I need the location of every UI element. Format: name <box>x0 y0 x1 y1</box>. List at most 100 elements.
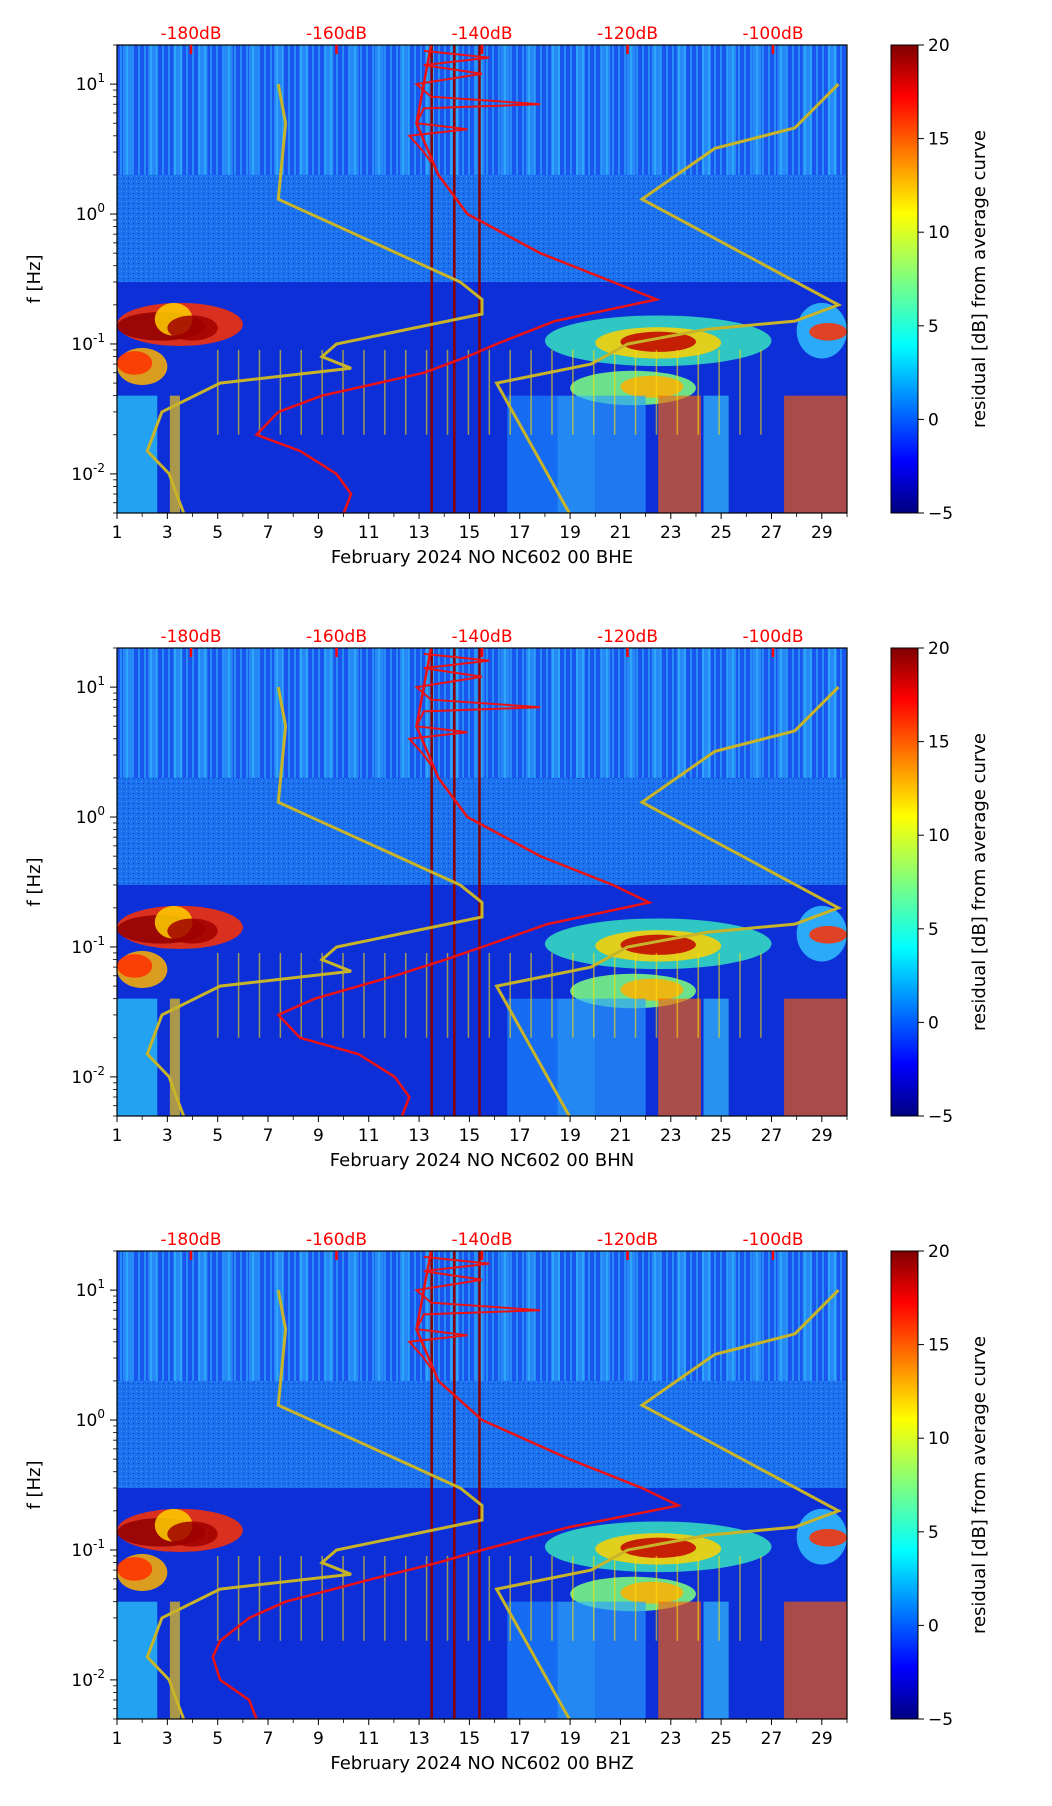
x-tick-label: 29 <box>811 523 833 543</box>
colorbar-tick-label: −5 <box>928 1710 953 1730</box>
hf-daily-column <box>676 45 686 175</box>
hf-stripes <box>117 45 847 175</box>
y-tick-base: 10 <box>71 465 93 485</box>
x-tick-label: 13 <box>408 523 430 543</box>
hf-daily-column <box>500 45 510 175</box>
heatmap-area <box>117 1251 847 1719</box>
hf-daily-column <box>299 1251 309 1381</box>
lowfreq-column <box>703 395 729 513</box>
hf-daily-column <box>173 648 183 778</box>
hf-daily-column <box>752 45 762 175</box>
hf-daily-column <box>626 648 636 778</box>
hf-daily-column <box>651 1251 661 1381</box>
x-tick-label: 27 <box>761 1729 783 1749</box>
hf-daily-column <box>525 648 535 778</box>
hf-daily-column <box>727 648 737 778</box>
hf-daily-column <box>701 648 711 778</box>
panel-bhz: 1 3 5 7 9 11 13 15 17 19 21 23 25 27 2910110010-110-2f… <box>24 1230 990 1774</box>
y-tick-base: 10 <box>76 1281 98 1301</box>
y-tick-label: 10-2 <box>71 461 105 485</box>
x-tick-label: 23 <box>660 1126 682 1146</box>
colorbar-tick-label: 0 <box>928 410 939 430</box>
hf-daily-column <box>727 1251 737 1381</box>
colorbar-tick-label: 20 <box>928 1242 950 1262</box>
lowfreq-column <box>557 998 596 1116</box>
colorbar-tick-label: 20 <box>928 36 950 56</box>
y-tick-label: 10-2 <box>71 1064 105 1088</box>
x-tick-label: 15 <box>459 1729 481 1749</box>
x-tick-label: 29 <box>811 1126 833 1146</box>
x-tick-label: 7 <box>263 1729 274 1749</box>
hf-daily-column <box>727 45 737 175</box>
nhnm-curve <box>494 686 843 1116</box>
hf-daily-column <box>752 1251 762 1381</box>
lowfreq-column <box>703 998 729 1116</box>
hf-daily-column <box>173 1251 183 1381</box>
x-tick-label: 15 <box>459 523 481 543</box>
x-tick-label: 27 <box>761 1126 783 1146</box>
hf-daily-column <box>601 1251 611 1381</box>
mean-psd-hf-spikes <box>407 49 541 163</box>
y-tick-exponent: 0 <box>97 804 105 818</box>
hf-daily-column <box>148 45 158 175</box>
x-tick-label: 19 <box>559 1729 581 1749</box>
microseism-blob <box>117 351 153 375</box>
lowfreq-column <box>784 1601 847 1719</box>
nhnm-curve <box>494 1289 843 1719</box>
colorbar-tick-label: 0 <box>928 1013 939 1033</box>
y-tick-exponent: -2 <box>93 1667 105 1681</box>
colorbar-tick-label: 15 <box>928 130 950 150</box>
x-tick-label: 5 <box>212 1729 223 1749</box>
top-db-label: -180dB <box>160 627 221 647</box>
y-tick-base: 10 <box>71 1068 93 1088</box>
top-db-label: -100dB <box>742 627 803 647</box>
panel-bhe: 1 3 5 7 9 11 13 15 17 19 21 23 25 27 2910110010-110-2f… <box>24 24 990 568</box>
hf-daily-column <box>123 45 132 175</box>
microseism-blob <box>167 1521 218 1547</box>
x-tick-label: 11 <box>358 523 380 543</box>
colorbar-tick-label: 5 <box>928 920 939 940</box>
microseism-blob <box>167 315 218 341</box>
hf-daily-column <box>374 45 384 175</box>
y-tick-label: 100 <box>76 201 105 225</box>
microseism-blob <box>809 322 847 341</box>
y-axis-label: f [Hz] <box>24 254 45 303</box>
colorbar-tick-label: 5 <box>928 1523 939 1543</box>
microseism-blob <box>809 1528 847 1547</box>
hf-daily-column <box>601 648 611 778</box>
lowfreq-column <box>169 1601 180 1719</box>
y-tick-base: 10 <box>71 1541 93 1561</box>
lowfreq-column <box>595 998 646 1116</box>
hf-daily-column <box>777 648 787 778</box>
y-tick-base: 10 <box>76 75 98 95</box>
hf-stripes <box>117 648 847 778</box>
colorbar-tick-label: 10 <box>928 826 950 846</box>
y-tick-exponent: 1 <box>97 71 105 85</box>
x-tick-label: 27 <box>761 523 783 543</box>
microseism-blob <box>117 1557 153 1581</box>
y-tick-exponent: -2 <box>93 461 105 475</box>
hf-daily-column <box>148 648 158 778</box>
y-tick-label: 10-1 <box>71 1537 105 1561</box>
hf-daily-column <box>299 45 309 175</box>
x-tick-label: 25 <box>710 1729 732 1749</box>
microseism-blob <box>620 1581 684 1604</box>
colorbar-tick-label: 0 <box>928 1616 939 1636</box>
hf-daily-column <box>827 1251 837 1381</box>
hf-daily-column <box>651 648 661 778</box>
top-db-label: -120dB <box>597 1230 658 1250</box>
nlnm-curve <box>145 83 484 513</box>
hf-daily-column <box>399 1251 409 1381</box>
mid-noise <box>117 777 847 885</box>
lowfreq-column <box>784 998 847 1116</box>
hf-daily-column <box>349 648 359 778</box>
y-tick-label: 10-2 <box>71 1667 105 1691</box>
hf-daily-column <box>274 45 284 175</box>
hf-daily-column <box>399 648 409 778</box>
hf-daily-column <box>248 648 258 778</box>
x-tick-label: 15 <box>459 1126 481 1146</box>
y-tick-base: 10 <box>71 335 93 355</box>
lowfreq-column <box>169 998 180 1116</box>
hf-daily-column <box>576 1251 586 1381</box>
